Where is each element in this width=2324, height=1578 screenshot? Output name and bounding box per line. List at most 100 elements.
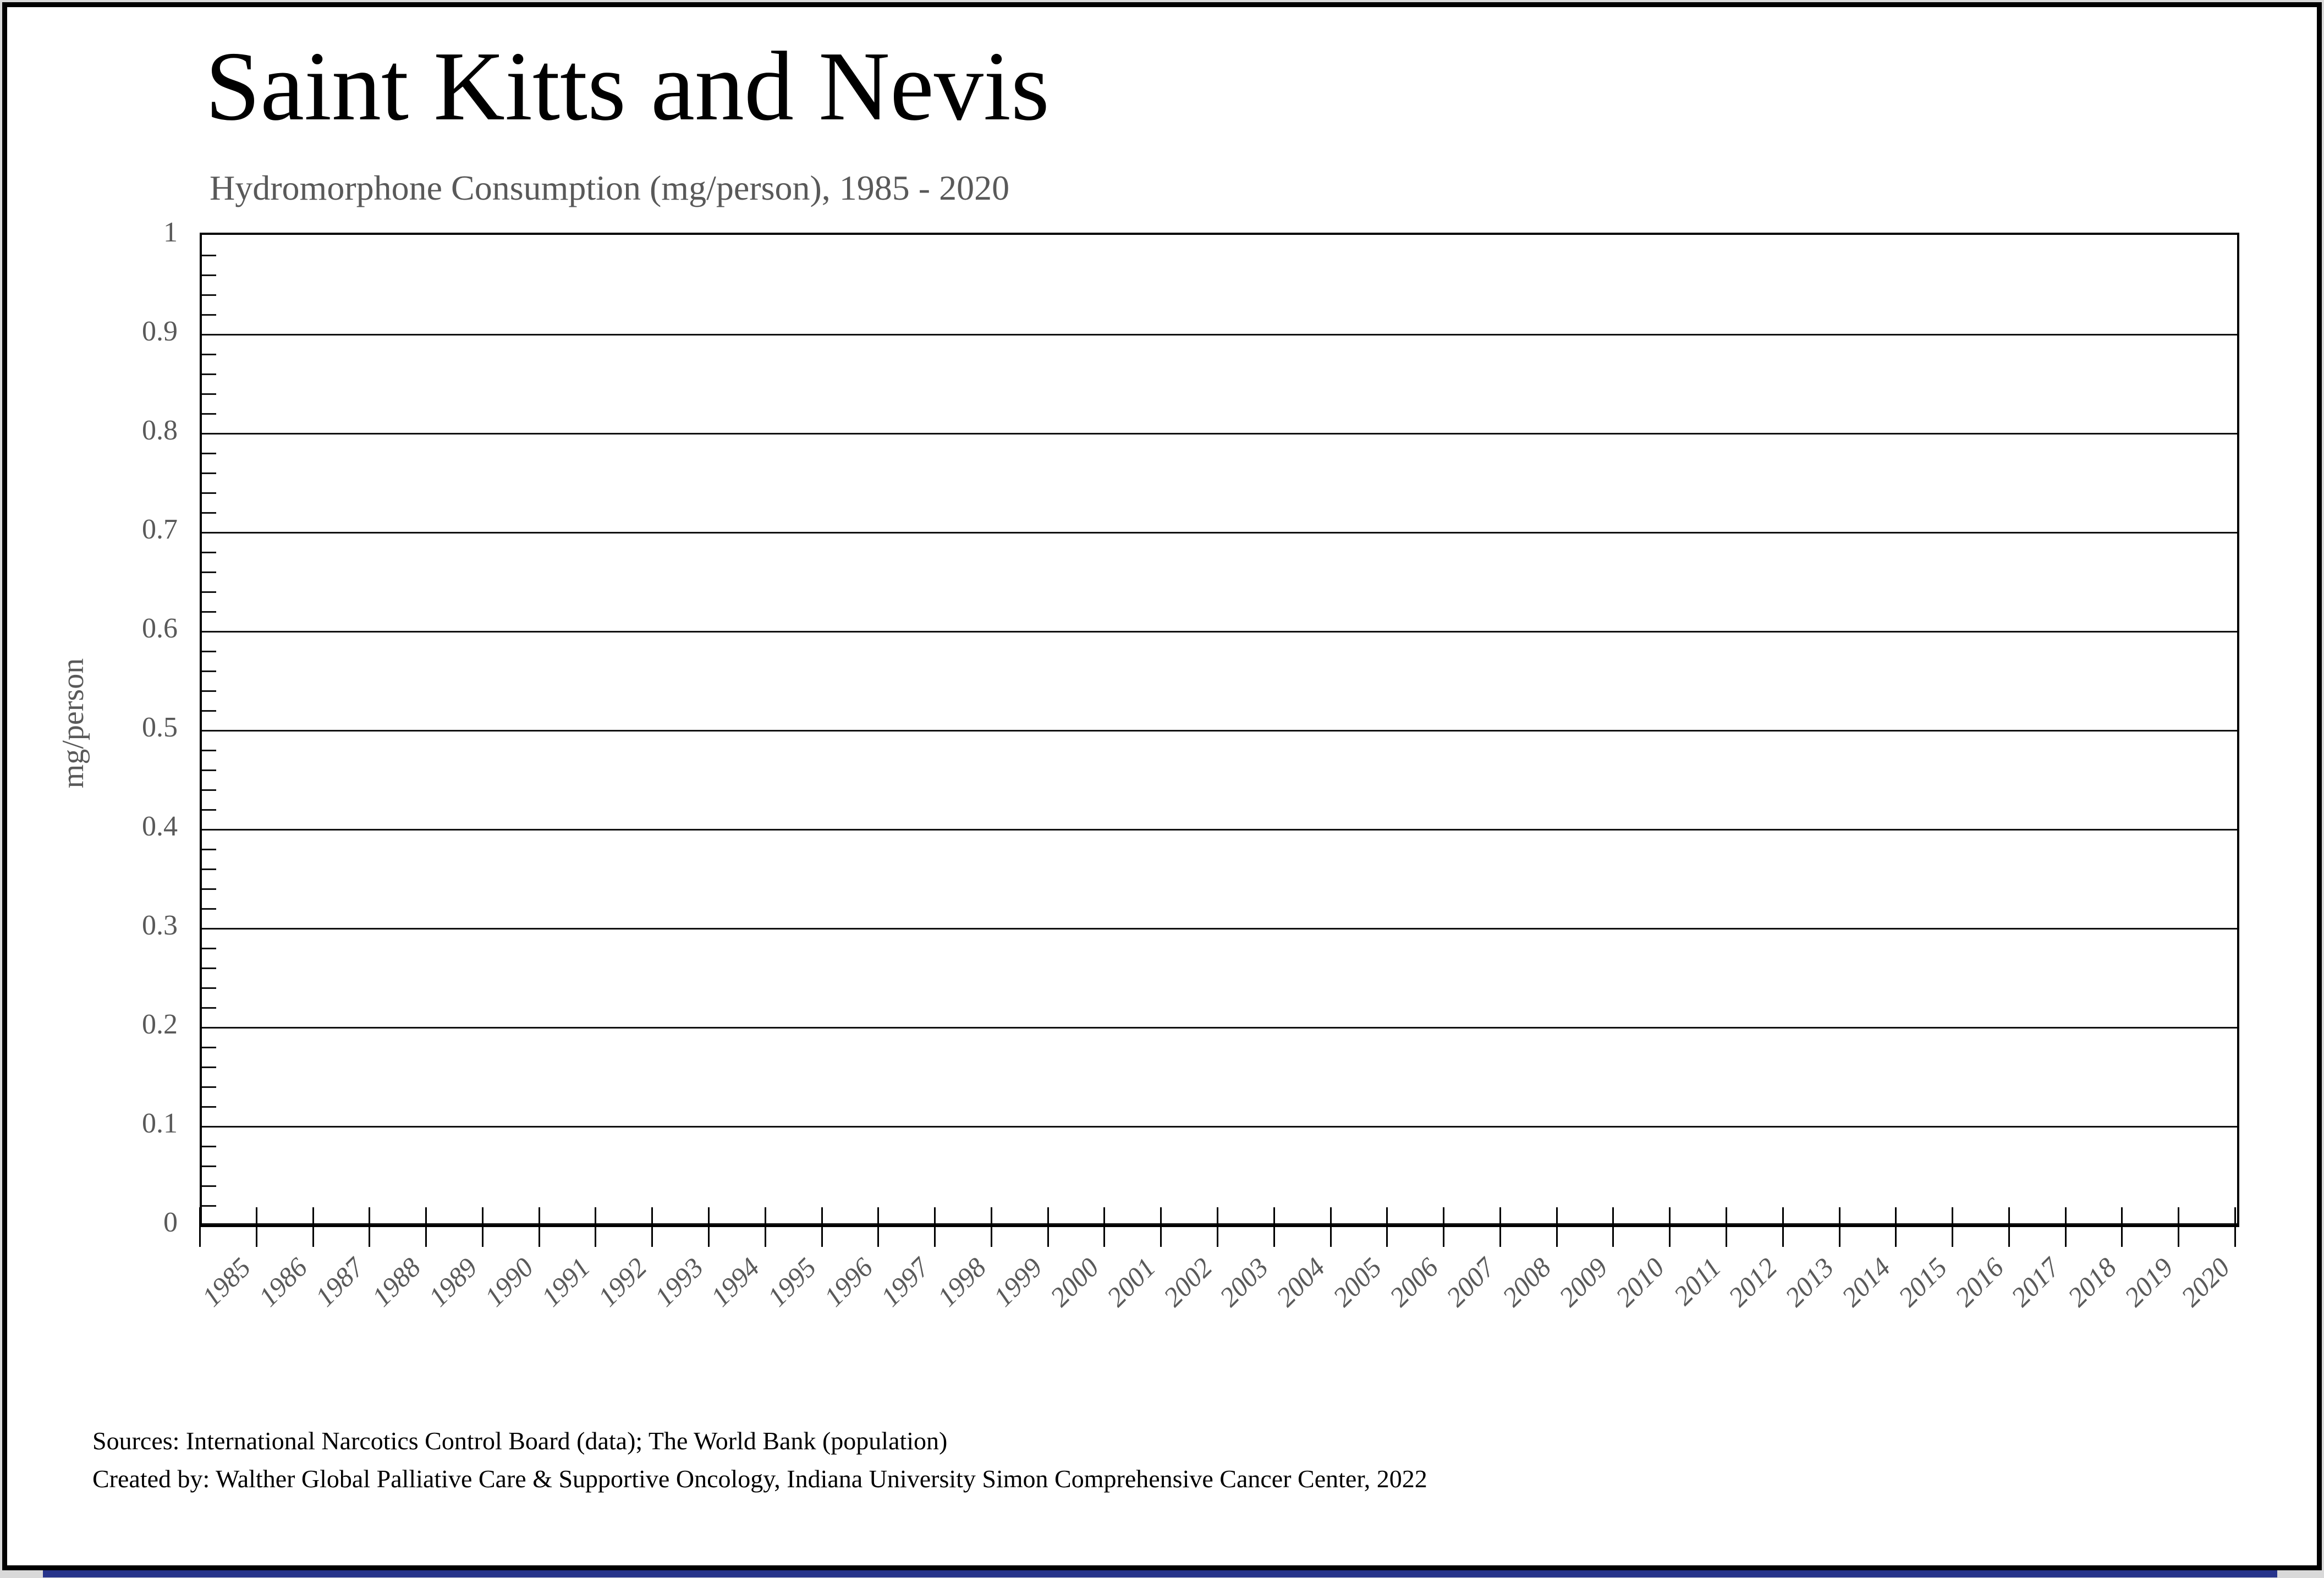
y-minor-tick [202, 809, 216, 811]
y-tick-label: 0.2 [142, 1009, 178, 1040]
y-minor-tick [202, 1106, 216, 1108]
y-minor-tick [202, 274, 216, 276]
y-minor-tick [202, 987, 216, 989]
y-minor-tick [202, 1146, 216, 1147]
x-axis-tick [1612, 1207, 1614, 1247]
y-minor-tick [202, 492, 216, 494]
x-axis-tick [708, 1207, 710, 1247]
y-gridline [202, 1027, 2237, 1029]
x-axis-tick [539, 1207, 540, 1247]
y-minor-tick [202, 967, 216, 969]
y-minor-tick [202, 1047, 216, 1048]
y-tick-label: 0.9 [142, 316, 178, 347]
x-axis-tick [1047, 1207, 1049, 1247]
y-minor-tick [202, 413, 216, 415]
bottom-edge-bar [43, 1570, 2277, 1577]
x-axis-tick [1952, 1207, 1953, 1247]
y-minor-tick [202, 769, 216, 771]
x-axis-tick [2065, 1207, 2067, 1247]
y-minor-tick [202, 670, 216, 672]
y-minor-tick [202, 512, 216, 514]
y-minor-tick [202, 611, 216, 613]
y-minor-tick [202, 1086, 216, 1088]
y-minor-tick [202, 571, 216, 573]
y-minor-tick [202, 888, 216, 890]
source-line-1: Sources: International Narcotics Control… [92, 1427, 948, 1455]
x-axis-tick [2234, 1207, 2236, 1247]
x-axis-tick [2121, 1207, 2123, 1247]
y-tick-label: 0.1 [142, 1108, 178, 1139]
y-minor-tick [202, 1205, 216, 1207]
x-axis-tick [821, 1207, 823, 1247]
y-minor-tick [202, 750, 216, 751]
y-gridline [202, 829, 2237, 831]
x-axis-tick [595, 1207, 596, 1247]
x-axis-tick [1556, 1207, 1558, 1247]
y-tick-label: 0.8 [142, 415, 178, 446]
x-axis-tick [1669, 1207, 1671, 1247]
y-minor-tick [202, 1007, 216, 1009]
x-axis-tick [199, 1207, 201, 1247]
y-minor-tick [202, 354, 216, 355]
x-axis-tick [369, 1207, 370, 1247]
source-line-2: Created by: Walther Global Palliative Ca… [92, 1465, 1427, 1493]
y-minor-tick [202, 453, 216, 454]
plot-area [200, 233, 2239, 1227]
y-tick-label: 0.6 [142, 613, 178, 644]
y-gridline [202, 334, 2237, 336]
y-minor-tick [202, 710, 216, 712]
y-minor-tick [202, 948, 216, 949]
x-axis-tick [2008, 1207, 2010, 1247]
x-axis-tick [1386, 1207, 1388, 1247]
y-minor-tick [202, 849, 216, 850]
x-axis-tick [1839, 1207, 1840, 1247]
x-axis-tick [765, 1207, 766, 1247]
y-minor-tick [202, 255, 216, 256]
source-note: Sources: International Narcotics Control… [92, 1426, 1427, 1502]
x-axis-tick [1443, 1207, 1444, 1247]
y-tick-label: 0.4 [142, 811, 178, 842]
y-minor-tick [202, 1185, 216, 1187]
y-minor-tick [202, 1066, 216, 1068]
y-tick-label: 1 [163, 217, 178, 248]
y-tick-label: 0.5 [142, 712, 178, 743]
x-axis-tick [1499, 1207, 1501, 1247]
x-axis-tick [1273, 1207, 1275, 1247]
x-axis-tick [1895, 1207, 1897, 1247]
y-tick-label: 0.7 [142, 514, 178, 545]
y-minor-tick [202, 1165, 216, 1167]
x-axis-tick [256, 1207, 257, 1247]
y-minor-tick [202, 690, 216, 692]
y-minor-tick [202, 591, 216, 593]
y-gridline [202, 1126, 2237, 1128]
x-axis-tick [2178, 1207, 2179, 1247]
y-gridline [202, 532, 2237, 534]
x-axis-tick [1330, 1207, 1332, 1247]
y-minor-tick [202, 651, 216, 652]
y-minor-tick [202, 908, 216, 910]
chart-subtitle: Hydromorphone Consumption (mg/person), 1… [210, 168, 1010, 207]
x-axis-tick [425, 1207, 427, 1247]
x-axis-tick [651, 1207, 653, 1247]
y-tick-label: 0 [163, 1207, 178, 1238]
x-axis-tick [1217, 1207, 1218, 1247]
x-axis-tick [1782, 1207, 1784, 1247]
y-minor-tick [202, 294, 216, 296]
x-axis-tick [877, 1207, 879, 1247]
y-minor-tick [202, 789, 216, 791]
y-gridline [202, 928, 2237, 930]
y-minor-tick [202, 868, 216, 870]
x-axis-tick [934, 1207, 936, 1247]
y-minor-tick [202, 393, 216, 395]
y-gridline [202, 730, 2237, 732]
y-minor-tick [202, 472, 216, 474]
x-axis-tick [1726, 1207, 1727, 1247]
x-axis-tick [991, 1207, 992, 1247]
y-gridline [202, 1223, 2237, 1225]
y-minor-tick [202, 373, 216, 375]
y-tick-label: 0.3 [142, 910, 178, 941]
x-axis-tick [482, 1207, 484, 1247]
x-axis-tick [1103, 1207, 1105, 1247]
x-axis-tick [1160, 1207, 1162, 1247]
